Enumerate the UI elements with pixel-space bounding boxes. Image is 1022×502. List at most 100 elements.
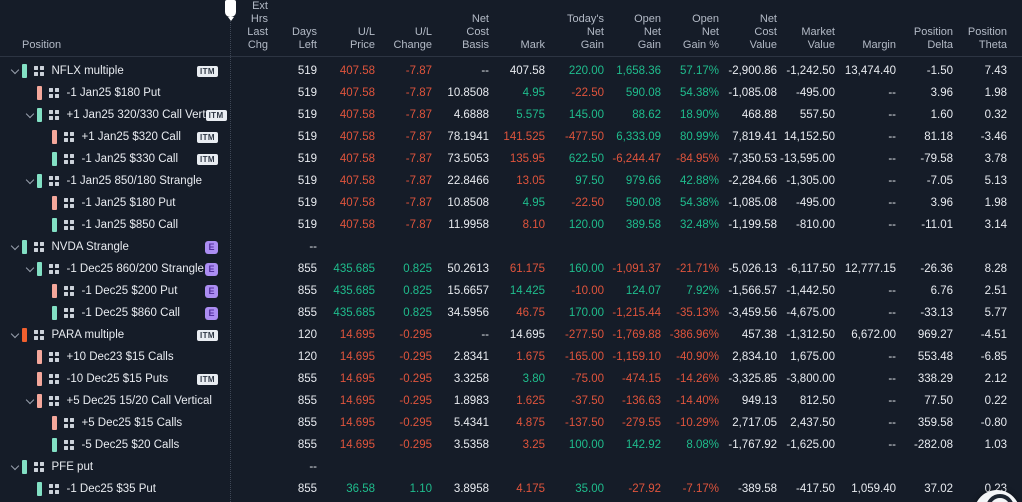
- chevron-down-icon[interactable]: [23, 108, 37, 122]
- cell-days_left: 855: [297, 483, 317, 495]
- cell-net_cost_value: -3,459.56: [728, 307, 777, 319]
- position-label: -1 Jan25 $180 Put: [66, 87, 161, 99]
- position-label: -1 Dec25 $860 Call: [81, 307, 180, 319]
- position-row[interactable]: -1 Jan25 $180 Put 519 407.58 -7.87 10.8508 4.…: [0, 82, 1022, 104]
- chevron-spacer: [38, 196, 52, 210]
- cell-mark: 3.25: [522, 439, 545, 451]
- cell-ul_change: 1.10: [409, 483, 432, 495]
- chevron-down-icon[interactable]: [8, 240, 22, 254]
- cell-position_theta: 2.12: [984, 373, 1007, 385]
- position-cell: -1 Jan25 $850 Call: [0, 214, 232, 236]
- position-label: NVDA Strangle: [51, 241, 129, 253]
- position-row[interactable]: -1 Dec25 860/200 Strangle E 855 435.685 0.82…: [0, 258, 1022, 280]
- col-header-todays_net_gain[interactable]: Today's Net Gain: [567, 13, 604, 51]
- cell-market_value: -3,800.00: [786, 373, 835, 385]
- position-color-bar: [37, 174, 42, 188]
- position-row[interactable]: NVDA Strangle E --: [0, 236, 1022, 258]
- position-row[interactable]: NFLX multiple ITM 519 407.58 -7.87 -- 407.58 22…: [0, 60, 1022, 82]
- chevron-down-icon[interactable]: [23, 394, 37, 408]
- chevron-down-icon[interactable]: [8, 328, 22, 342]
- position-row[interactable]: -1 Jan25 $850 Call 519 407.58 -7.87 11.9958 8…: [0, 214, 1022, 236]
- chevron-down-icon[interactable]: [8, 64, 22, 78]
- spread-grid-icon: [64, 308, 74, 318]
- position-label: -1 Jan25 $330 Call: [81, 153, 179, 165]
- position-row[interactable]: +5 Dec25 $15 Calls 855 14.695 -0.295 5.4341 4…: [0, 412, 1022, 434]
- cell-ul_change: -7.87: [405, 219, 432, 231]
- position-cell: -1 Jan25 $180 Put: [0, 82, 232, 104]
- chevron-down-icon[interactable]: [23, 262, 37, 276]
- spread-grid-icon: [64, 418, 74, 428]
- e-badge: E: [205, 240, 218, 254]
- position-label: -5 Dec25 $20 Calls: [81, 439, 180, 451]
- position-cell: +5 Dec25 15/20 Call Vertical: [0, 390, 232, 412]
- chevron-down-icon[interactable]: [23, 174, 37, 188]
- col-header-net_cost_basis[interactable]: Net Cost Basis: [462, 13, 489, 51]
- cell-margin: --: [888, 109, 896, 121]
- col-header-net_cost_value[interactable]: Net Cost Value: [749, 13, 777, 51]
- spread-grid-icon: [49, 484, 59, 494]
- position-row[interactable]: +10 Dec23 $15 Calls 120 14.695 -0.295 2.8341…: [0, 346, 1022, 368]
- cell-ul_price: 14.695: [339, 417, 375, 429]
- cell-days_left: 519: [297, 175, 317, 187]
- spread-grid-icon: [34, 462, 44, 472]
- col-header-market_value[interactable]: Market Value: [801, 26, 835, 51]
- cell-market_value: 14,152.50: [783, 131, 835, 143]
- column-drag-handle[interactable]: [225, 0, 236, 21]
- col-header-margin[interactable]: Margin: [862, 39, 896, 51]
- cell-open_net_gain: 6,333.09: [616, 131, 661, 143]
- cell-position_theta: 2.51: [984, 285, 1007, 297]
- position-row[interactable]: -1 Dec25 $35 Put 855 36.58 1.10 3.8958 4.175 3…: [0, 478, 1022, 500]
- position-row[interactable]: -1 Dec25 $860 Call E 855 435.685 0.825 34.595…: [0, 302, 1022, 324]
- cell-net_cost_value: -1,767.92: [728, 439, 777, 451]
- position-color-bar: [37, 394, 42, 408]
- position-row[interactable]: +1 Jan25 $320 Call ITM 519 407.58 -7.87 78.19…: [0, 126, 1022, 148]
- cell-net_cost_basis: 15.6657: [447, 285, 489, 297]
- cell-ul_price: 407.58: [339, 219, 375, 231]
- position-cell: -1 Jan25 $180 Put: [0, 192, 232, 214]
- position-row[interactable]: -1 Dec25 $200 Put E 855 435.685 0.825 15.6657…: [0, 280, 1022, 302]
- cell-position_theta: -4.51: [980, 329, 1007, 341]
- position-row[interactable]: -10 Dec25 $15 Puts ITM 855 14.695 -0.295 3.32…: [0, 368, 1022, 390]
- spread-grid-icon: [64, 132, 74, 142]
- col-header-ext_hrs_last_chg[interactable]: Ext Hrs Last Chg: [247, 0, 268, 51]
- cell-net_cost_basis: 3.8958: [453, 483, 489, 495]
- position-row[interactable]: -5 Dec25 $20 Calls 855 14.695 -0.295 3.5358 3…: [0, 434, 1022, 456]
- cell-net_cost_value: -1,199.58: [728, 219, 777, 231]
- position-row[interactable]: -1 Jan25 $180 Put 519 407.58 -7.87 10.8508 4.…: [0, 192, 1022, 214]
- cell-mark: 1.625: [516, 395, 545, 407]
- col-header-position_delta[interactable]: Position Delta: [913, 26, 953, 51]
- col-header-position[interactable]: Position: [22, 39, 62, 51]
- cell-open_net_gain: -1,159.10: [612, 351, 661, 363]
- col-header-open_net_gain[interactable]: Open Net Gain: [634, 13, 661, 51]
- cell-position_delta: 553.48: [917, 351, 953, 363]
- position-row[interactable]: -1 Jan25 $330 Call ITM 519 407.58 -7.87 73.50…: [0, 148, 1022, 170]
- cell-days_left: --: [309, 461, 317, 473]
- cell-position_theta: 5.77: [984, 307, 1007, 319]
- cell-net_cost_basis: 3.5358: [453, 439, 489, 451]
- position-label: -1 Dec25 $35 Put: [66, 483, 157, 495]
- position-row[interactable]: PFE put --: [0, 456, 1022, 478]
- cell-open_net_gain_pct: -7.17%: [682, 483, 719, 495]
- col-header-open_net_gain_pct[interactable]: Open Net Gain %: [682, 13, 719, 51]
- cell-net_cost_basis: 50.2613: [447, 263, 489, 275]
- col-header-ul_price[interactable]: U/L Price: [349, 26, 375, 51]
- cell-net_cost_value: -2,900.86: [728, 65, 777, 77]
- col-header-days_left[interactable]: Days Left: [291, 26, 317, 51]
- cell-margin: --: [888, 395, 896, 407]
- col-header-position_theta[interactable]: Position Theta: [967, 26, 1007, 51]
- position-row[interactable]: PARA multiple ITM 120 14.695 -0.295 -- 14.695 -…: [0, 324, 1022, 346]
- cell-ul_price: 435.685: [333, 285, 375, 297]
- chevron-spacer: [23, 86, 37, 100]
- position-row[interactable]: +5 Dec25 15/20 Call Vertical 855 14.695 -0.…: [0, 390, 1022, 412]
- spread-grid-icon: [49, 374, 59, 384]
- position-row[interactable]: +1 Jan25 320/330 Call Vert ITM 519 407.58 -7…: [0, 104, 1022, 126]
- cell-todays_net_gain: 120.00: [568, 219, 604, 231]
- position-row[interactable]: -1 Jan25 850/180 Strangle 519 407.58 -7.87 2…: [0, 170, 1022, 192]
- help-fab[interactable]: [974, 490, 1020, 502]
- col-header-ul_change[interactable]: U/L Change: [393, 26, 432, 51]
- chevron-spacer: [38, 416, 52, 430]
- chevron-down-icon[interactable]: [8, 460, 22, 474]
- col-header-mark[interactable]: Mark: [520, 39, 545, 51]
- cell-position_delta: -79.58: [920, 153, 953, 165]
- cell-mark: 14.425: [509, 285, 545, 297]
